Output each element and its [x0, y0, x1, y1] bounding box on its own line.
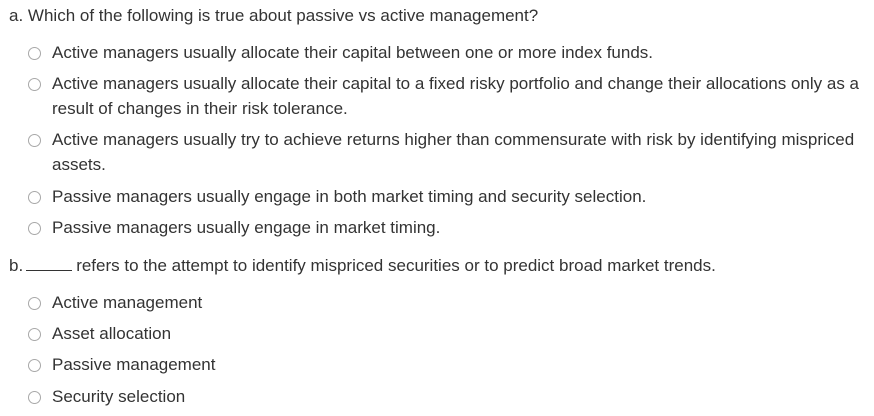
option-a-2[interactable]: Active managers usually allocate their c… — [28, 71, 870, 121]
option-b-4[interactable]: Security selection — [28, 384, 870, 409]
radio-button[interactable] — [28, 328, 41, 341]
option-label: Active managers usually allocate their c… — [52, 74, 859, 118]
option-label: Passive managers usually engage in both … — [52, 187, 647, 206]
question-b-marker: b. — [9, 256, 24, 275]
option-a-3[interactable]: Active managers usually try to achieve r… — [28, 127, 870, 177]
radio-button[interactable] — [28, 391, 41, 404]
radio-button[interactable] — [28, 134, 41, 147]
question-a-text: a. Which of the following is true about … — [9, 3, 870, 28]
option-label: Active management — [52, 293, 203, 312]
option-b-3[interactable]: Passive management — [28, 352, 870, 377]
option-a-1[interactable]: Active managers usually allocate their c… — [28, 40, 870, 65]
option-label: Passive managers usually engage in marke… — [52, 218, 441, 237]
option-label: Passive management — [52, 355, 216, 374]
radio-button[interactable] — [28, 47, 41, 60]
option-a-5[interactable]: Passive managers usually engage in marke… — [28, 215, 870, 240]
option-label: Asset allocation — [52, 324, 172, 343]
question-a: a. Which of the following is true about … — [9, 3, 870, 28]
question-a-marker: a. — [9, 6, 24, 25]
question-a-prompt: Which of the following is true about pas… — [27, 6, 539, 25]
question-b-prompt: refers to the attempt to identify mispri… — [76, 256, 716, 275]
option-b-2[interactable]: Asset allocation — [28, 321, 870, 346]
option-b-1[interactable]: Active management — [28, 290, 870, 315]
option-a-4[interactable]: Passive managers usually engage in both … — [28, 184, 870, 209]
answer-blank — [26, 256, 73, 271]
option-label: Security selection — [52, 387, 186, 406]
option-label: Active managers usually allocate their c… — [52, 43, 654, 62]
radio-button[interactable] — [28, 222, 41, 235]
option-label: Active managers usually try to achieve r… — [52, 130, 855, 174]
radio-button[interactable] — [28, 78, 41, 91]
question-b-text: b. refers to the attempt to identify misp… — [9, 253, 870, 278]
question-b: b. refers to the attempt to identify misp… — [9, 253, 870, 278]
radio-button[interactable] — [28, 359, 41, 372]
radio-button[interactable] — [28, 297, 41, 310]
radio-button[interactable] — [28, 191, 41, 204]
